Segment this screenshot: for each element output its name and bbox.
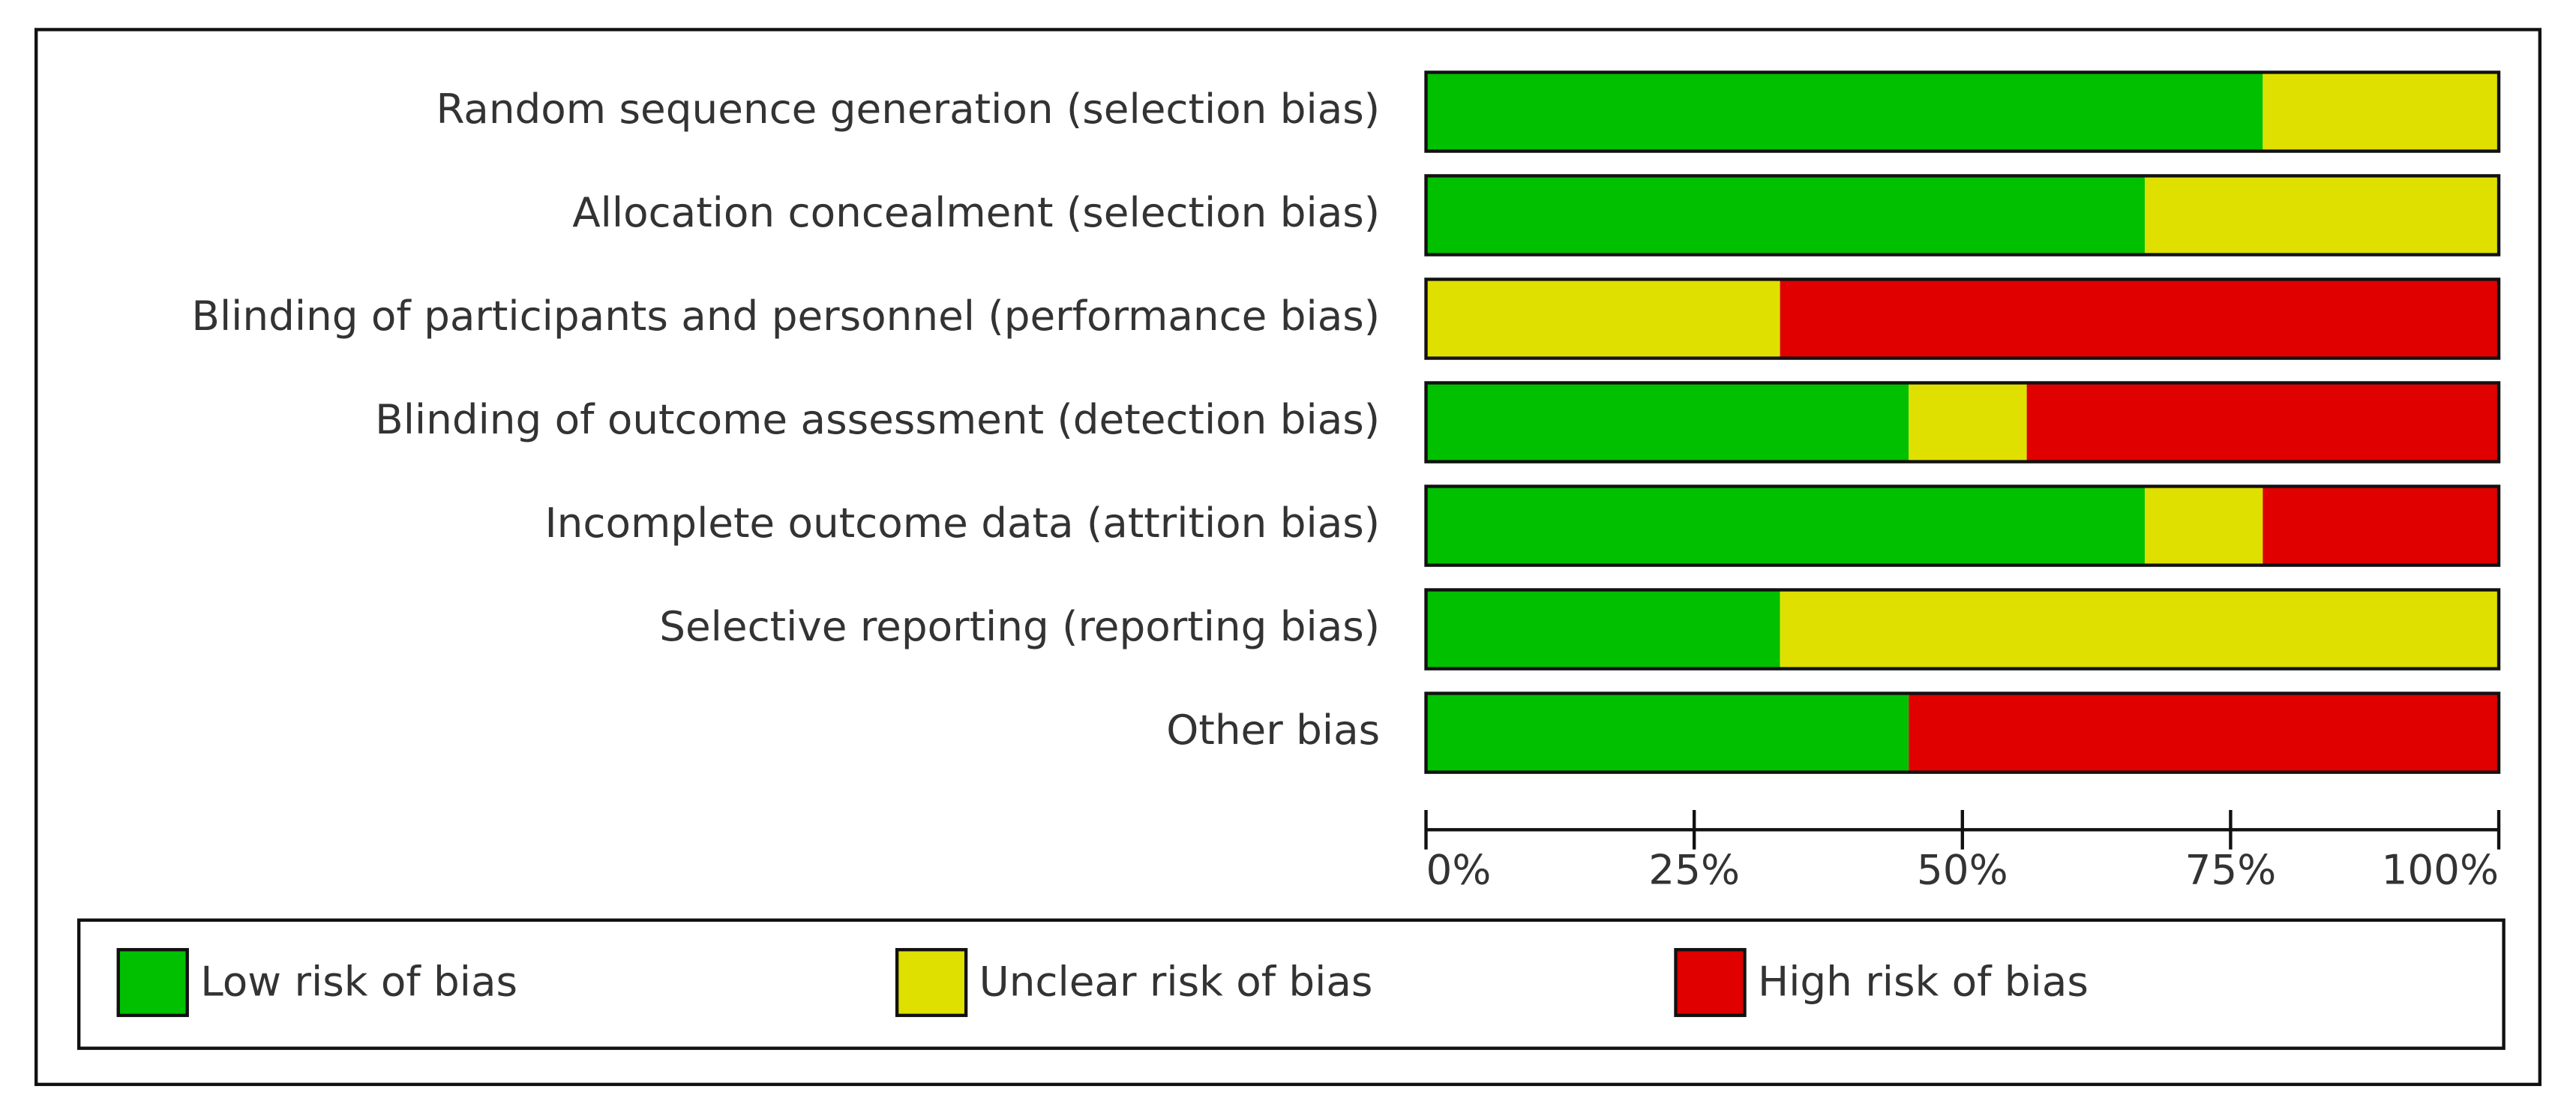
legend-swatch [895, 948, 968, 1018]
category-label: Other bias [1166, 706, 1380, 754]
category-label: Blinding of participants and personnel (… [191, 292, 1380, 340]
legend-swatch [116, 948, 189, 1018]
x-tick-label: 75% [2185, 845, 2277, 893]
bar-outline [1424, 588, 2501, 670]
legend-swatch [1674, 948, 1747, 1018]
category-label: Blinding of outcome assessment (detectio… [375, 395, 1380, 443]
bar-outline [1424, 70, 2501, 153]
bar-outline [1424, 692, 2501, 774]
x-tick-label: 100% [2382, 845, 2500, 893]
category-label: Selective reporting (reporting bias) [659, 602, 1380, 650]
bar-segment [2026, 382, 2500, 462]
category-label: Random sequence generation (selection bi… [436, 85, 1380, 133]
bar-segment [1426, 486, 2145, 566]
legend-label: High risk of bias [1758, 957, 2089, 1005]
bar-segment [1426, 693, 1909, 772]
category-label: Incomplete outcome data (attrition bias) [545, 499, 1381, 547]
x-tick-label: 25% [1648, 845, 1740, 893]
legend-label: Unclear risk of bias [979, 957, 1373, 1005]
x-tick-label: 0% [1426, 845, 1492, 893]
bar-outline [1424, 381, 2501, 464]
bar-segment [1909, 382, 2027, 462]
bar-segment [1426, 176, 2145, 255]
bar-segment [1780, 279, 2500, 358]
bar-segment [1780, 590, 2500, 669]
bar-segment [1426, 279, 1780, 358]
legend-box [76, 918, 2506, 1050]
legend-label: Low risk of bias [200, 957, 517, 1005]
bar-segment [2144, 486, 2263, 566]
bar-outline [1424, 278, 2501, 360]
x-tick-label: 50% [1917, 845, 2008, 893]
bar-segment [1909, 693, 2500, 772]
bar-segment [1426, 382, 1909, 462]
bar-segment [1426, 590, 1780, 669]
bar-outline [1424, 484, 2501, 567]
bar-segment [2263, 72, 2500, 152]
bar-segment [1426, 72, 2263, 152]
bar-segment [2263, 486, 2500, 566]
category-label: Allocation concealment (selection bias) [572, 188, 1380, 236]
bar-outline [1424, 174, 2501, 256]
bar-segment [2144, 176, 2500, 255]
